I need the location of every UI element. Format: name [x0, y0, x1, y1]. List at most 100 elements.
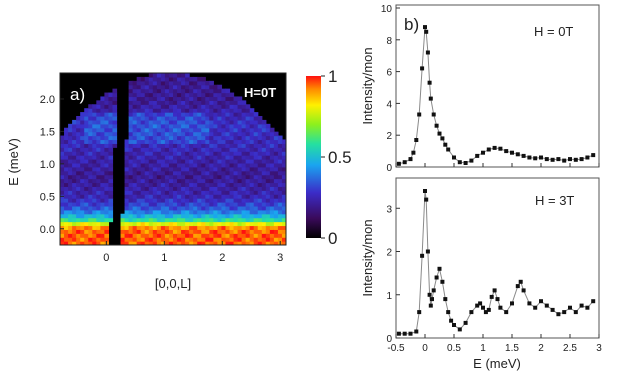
heatmap-cell [265, 194, 271, 199]
heatmap-cell [229, 96, 235, 101]
heatmap-cell [177, 229, 182, 234]
heatmap-cell [148, 84, 154, 90]
heatmap-cell [173, 237, 178, 242]
heatmap-cell [156, 229, 162, 234]
heatmap-cell [233, 178, 239, 184]
heatmap-cell [253, 139, 259, 144]
heatmap-cell [72, 151, 77, 156]
heatmap-cell [144, 178, 150, 184]
heatmap-cell [197, 190, 202, 195]
heatmap-cell [96, 209, 101, 215]
heatmap-cell [112, 139, 118, 144]
heatmap-cell [261, 166, 267, 172]
heatmap-cell [140, 202, 146, 207]
heatmap-cell [205, 229, 210, 234]
heatmap-cell [104, 205, 110, 211]
heatmap-cell [213, 186, 218, 191]
data-point [515, 152, 520, 157]
heatmap-cell [185, 112, 190, 117]
heatmap-cell [148, 237, 154, 242]
heatmap-cell [92, 213, 97, 219]
heatmap-cell [140, 225, 146, 230]
heatmap-cell [60, 166, 65, 172]
heatmap-cell [241, 100, 247, 105]
heatmap-cell [225, 104, 231, 109]
heatmap-cell [277, 198, 283, 203]
heatmap-cell [225, 178, 231, 184]
heatmap-cell [80, 237, 85, 242]
heatmap-cell [237, 112, 243, 117]
field-annotation-b-bottom: H = 3T [535, 193, 574, 208]
heatmap-cell [237, 225, 243, 230]
heatmap-cell [164, 135, 170, 141]
heatmap-cell [217, 104, 223, 109]
heatmap-cell [213, 202, 218, 207]
heatmap-cell [185, 182, 190, 187]
x-tick-label: 0.5 [447, 343, 461, 354]
heatmap-cell [213, 151, 218, 156]
heatmap-cell [257, 170, 263, 176]
heatmap-cell [104, 237, 110, 242]
heatmap-cell [273, 225, 279, 230]
heatmap-cell [181, 233, 186, 238]
colorbar [306, 76, 321, 238]
heatmap-cell [201, 116, 206, 121]
heatmap-cell [269, 241, 275, 245]
heatmap-cell [269, 139, 275, 144]
heatmap-cell [193, 147, 198, 152]
heatmap-cell [273, 209, 279, 215]
heatmap-cell [249, 233, 255, 238]
heatmap-cell [177, 178, 182, 184]
heatmap-cell [76, 194, 81, 199]
heatmap-cell [181, 116, 186, 121]
heatmap-cell [177, 202, 182, 207]
heatmap-cell [185, 159, 190, 164]
heatmap-cell [108, 202, 114, 207]
heatmap-cell [132, 147, 138, 152]
data-point [443, 142, 448, 147]
heatmap-cell [164, 241, 170, 245]
heatmap-cell [261, 159, 267, 164]
heatmap-cell [148, 241, 154, 245]
heatmap-cell [160, 233, 166, 238]
heatmap-cell [68, 135, 73, 141]
data-point [417, 310, 422, 315]
heatmap-cell [84, 186, 89, 191]
heatmap-cell [185, 108, 190, 113]
heatmap-cell [136, 116, 142, 121]
heatmap-cell [68, 147, 73, 152]
data-point [452, 323, 456, 327]
x-tick-label: 1 [161, 252, 167, 264]
heatmap-cell [100, 112, 105, 117]
heatmap-cell [68, 178, 73, 184]
heatmap-cell [92, 229, 97, 234]
heatmap-cell [148, 80, 154, 86]
heatmap-cell [140, 127, 146, 133]
heatmap-cell [225, 233, 231, 238]
heatmap-cell [277, 237, 283, 242]
heatmap-cell [100, 123, 105, 129]
heatmap-cell [205, 112, 210, 117]
heatmap-cell [136, 213, 142, 219]
heatmap-cell [144, 229, 150, 234]
heatmap-cell [68, 221, 73, 227]
heatmap-cell [140, 162, 146, 168]
heatmap-cell [189, 182, 194, 187]
heatmap-cell [213, 84, 218, 90]
heatmap-cell [104, 100, 110, 105]
heatmap-cell [164, 151, 170, 156]
data-point [495, 297, 500, 302]
heatmap-cell [80, 166, 85, 172]
heatmap-cell [80, 112, 85, 117]
heatmap-cell [281, 221, 286, 227]
heatmap-cell [96, 143, 101, 148]
heatmap-cell [225, 151, 231, 156]
heatmap-cell [84, 174, 89, 180]
heatmap-cell [189, 80, 194, 86]
heatmap-cell [261, 186, 267, 191]
heatmap-cell [185, 155, 190, 160]
heatmap-cell [193, 213, 198, 219]
data-point [440, 136, 445, 141]
heatmap-cell [168, 178, 174, 184]
heatmap-cell [104, 162, 110, 168]
